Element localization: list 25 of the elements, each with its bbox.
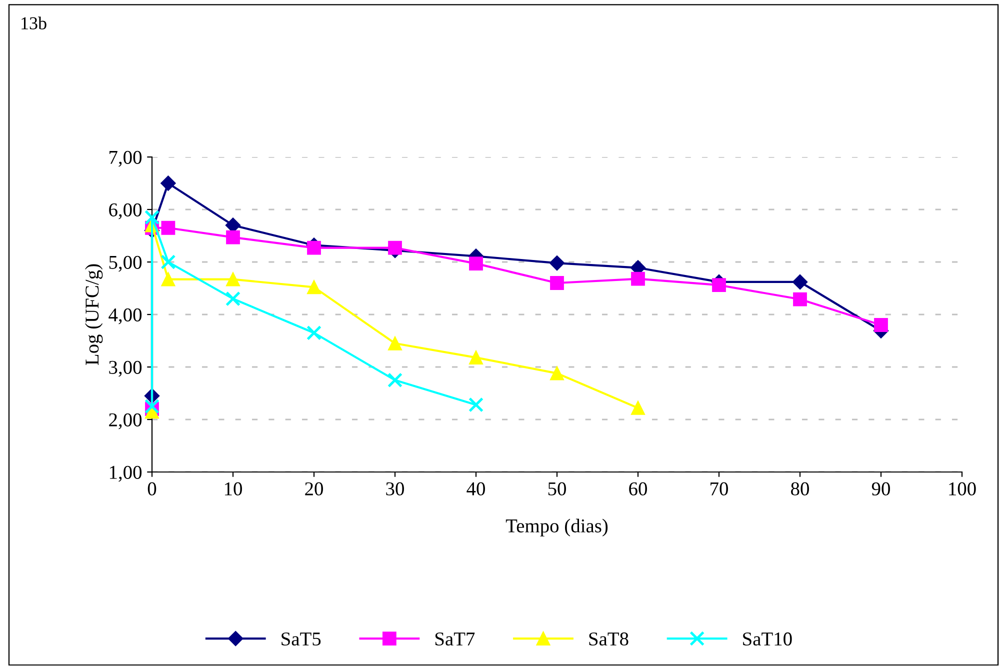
y-tick-label: 4,00 (108, 308, 142, 324)
y-tick-label: 3,00 (109, 360, 142, 377)
legend-label: SaT5 (282, 632, 321, 646)
x-tick-label: 90 (872, 482, 890, 496)
text: 13b (22, 16, 46, 30)
x-tick-label: 100 (949, 482, 976, 496)
y-tick-label: 1,00 (110, 466, 142, 482)
x-tick-label: 40 (466, 482, 485, 496)
legend-label: SaT7 (435, 632, 475, 646)
legend-label: SaT8 (589, 632, 628, 646)
x-tick-label: 70 (710, 482, 728, 496)
x-tick-label: 50 (548, 482, 566, 496)
x-tick-label: 80 (791, 482, 809, 496)
y-tick-label: 5,00 (109, 256, 142, 272)
y-tick-label: 7,00 (110, 150, 142, 167)
legend-label: SaT10 (743, 632, 792, 646)
x-axis-title: Tempo (dias) (506, 518, 608, 536)
x-tick-label: 0 (148, 482, 156, 496)
x-tick-label: 20 (305, 482, 323, 496)
x-tick-label: 10 (224, 482, 242, 496)
y-tick-label: 6,00 (109, 203, 142, 220)
x-tick-label: 60 (629, 482, 647, 496)
y-tick-label: 2,00 (109, 413, 142, 430)
x-tick-label: 30 (386, 482, 404, 496)
y-axis-title: Log (UFC/g) (85, 264, 103, 365)
